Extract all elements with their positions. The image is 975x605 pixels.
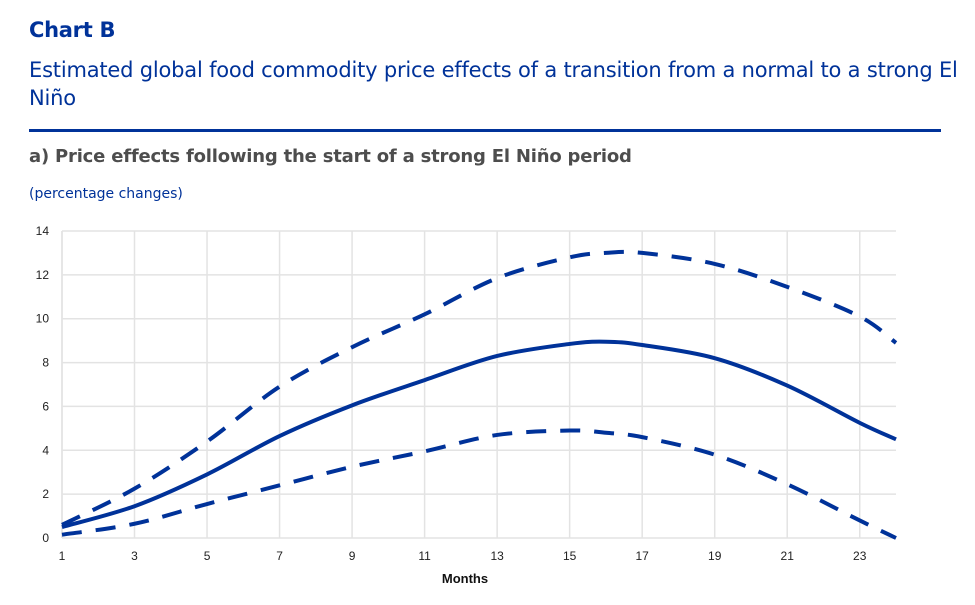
title-divider — [29, 129, 941, 132]
x-tick-label: 23 — [853, 549, 867, 563]
chart-subtitle: a) Price effects following the start of … — [29, 146, 632, 167]
y-tick-label: 2 — [42, 487, 49, 501]
y-tick-label: 12 — [36, 268, 50, 282]
y-tick-label: 14 — [36, 224, 50, 238]
series-line-lower-bound — [61, 428, 897, 540]
x-tick-label: 7 — [276, 549, 283, 563]
chart-title: Estimated global food commodity price ef… — [29, 58, 958, 110]
y-tick-label: 0 — [42, 531, 49, 545]
x-tick-label: 17 — [635, 549, 649, 563]
series-lines — [61, 249, 898, 540]
series-line-central-estimate — [61, 339, 897, 529]
units-label: (percentage changes) — [29, 186, 183, 202]
x-tick-label: 1 — [59, 549, 66, 563]
chart-label: Chart B — [29, 18, 116, 42]
x-tick-label: 21 — [781, 549, 795, 563]
x-tick-label: 3 — [131, 549, 138, 563]
y-tick-label: 8 — [42, 356, 49, 370]
x-tick-label: 9 — [349, 549, 356, 563]
y-tick-label: 6 — [42, 399, 49, 413]
y-tick-label: 4 — [42, 443, 49, 457]
x-tick-label: 15 — [563, 549, 577, 563]
y-axis-ticks: 0 2 4 6 8 10 12 14 — [36, 224, 50, 545]
y-tick-label: 10 — [36, 312, 50, 326]
x-tick-label: 13 — [490, 549, 504, 563]
x-axis-label: Months — [442, 571, 488, 586]
x-axis-ticks: 1 3 5 7 9 11 13 15 17 19 21 23 — [59, 549, 867, 563]
x-tick-label: 19 — [708, 549, 722, 563]
x-tick-label: 11 — [418, 549, 431, 563]
grid-lines — [61, 230, 896, 539]
x-tick-label: 5 — [204, 549, 211, 563]
